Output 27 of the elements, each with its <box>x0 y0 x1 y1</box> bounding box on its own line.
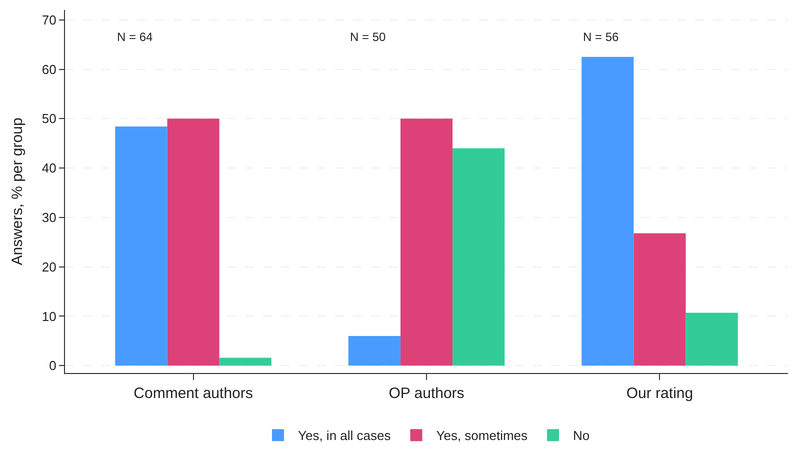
y-tick-label: 10 <box>42 308 56 324</box>
annotation: N = 64 <box>117 30 154 44</box>
x-tick-label: Comment authors <box>134 385 253 402</box>
x-tick-label: OP authors <box>388 385 464 402</box>
bar <box>634 233 686 366</box>
bar <box>400 118 453 366</box>
y-tick-label: 40 <box>42 160 56 176</box>
y-tick-label: 60 <box>42 62 56 77</box>
bar <box>348 336 400 366</box>
legend-label: Yes, in all cases <box>298 428 392 444</box>
x-tick-label: Our rating <box>626 385 694 402</box>
bar <box>582 56 634 366</box>
bar <box>219 358 272 366</box>
bar <box>686 312 738 366</box>
annotation: N = 56 <box>583 30 620 44</box>
y-tick-label: 20 <box>42 259 56 274</box>
y-tick-label: 70 <box>42 12 56 28</box>
y-axis-title: Answers, % per group <box>9 118 26 266</box>
y-tick-label: 50 <box>42 111 56 126</box>
legend-label: Yes, sometimes <box>436 428 528 444</box>
bar <box>167 118 220 366</box>
bar <box>452 148 505 366</box>
legend-label: No <box>573 428 590 444</box>
y-tick-label: 0 <box>49 358 56 374</box>
bar <box>115 126 168 366</box>
annotation: N = 50 <box>350 30 386 44</box>
y-tick-label: 30 <box>42 210 56 225</box>
